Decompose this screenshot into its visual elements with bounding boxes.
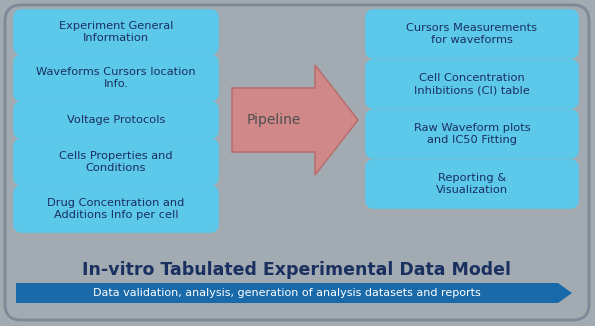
Text: Cell Concentration
Inhibitions (CI) table: Cell Concentration Inhibitions (CI) tabl…	[414, 73, 530, 95]
Polygon shape	[16, 283, 572, 303]
Text: Raw Waveform plots
and IC50 Fitting: Raw Waveform plots and IC50 Fitting	[414, 123, 530, 145]
FancyBboxPatch shape	[14, 55, 218, 101]
FancyBboxPatch shape	[14, 102, 218, 138]
FancyBboxPatch shape	[14, 10, 218, 54]
Text: Cells Properties and
Conditions: Cells Properties and Conditions	[59, 151, 173, 173]
Text: Data validation, analysis, generation of analysis datasets and reports: Data validation, analysis, generation of…	[93, 288, 481, 298]
FancyBboxPatch shape	[366, 160, 578, 208]
Text: Cursors Measurements
for waveforms: Cursors Measurements for waveforms	[406, 23, 537, 45]
Text: Experiment General
Information: Experiment General Information	[59, 21, 173, 43]
Text: In-vitro Tabulated Experimental Data Model: In-vitro Tabulated Experimental Data Mod…	[83, 261, 512, 279]
Text: Waveforms Cursors location
Info.: Waveforms Cursors location Info.	[36, 67, 196, 89]
FancyBboxPatch shape	[366, 10, 578, 58]
FancyBboxPatch shape	[366, 110, 578, 158]
Text: Drug Concentration and
Additions Info per cell: Drug Concentration and Additions Info pe…	[48, 198, 184, 220]
Polygon shape	[232, 65, 358, 175]
FancyBboxPatch shape	[366, 60, 578, 108]
Text: Voltage Protocols: Voltage Protocols	[67, 115, 165, 125]
Text: Reporting &
Visualization: Reporting & Visualization	[436, 173, 508, 195]
Text: Pipeline: Pipeline	[246, 113, 300, 127]
FancyBboxPatch shape	[14, 186, 218, 232]
FancyBboxPatch shape	[14, 139, 218, 185]
